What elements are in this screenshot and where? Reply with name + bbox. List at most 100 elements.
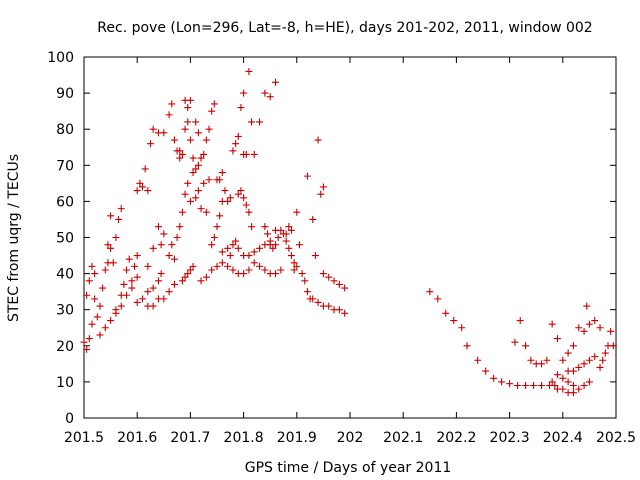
data-point [298, 270, 306, 278]
x-tick-label: 201.7 [170, 430, 210, 446]
data-point [176, 223, 184, 231]
data-point [295, 241, 303, 249]
data-point [527, 356, 535, 364]
data-point [229, 241, 237, 249]
data-point [181, 273, 189, 281]
data-point [538, 382, 546, 390]
data-point [154, 277, 162, 285]
data-point [165, 252, 173, 260]
y-tick-label: 70 [56, 158, 74, 174]
data-point [93, 313, 101, 321]
data-point [261, 223, 269, 231]
data-point [99, 284, 107, 292]
data-point [173, 234, 181, 241]
data-point [248, 223, 256, 231]
data-point [564, 349, 572, 357]
data-point [194, 129, 202, 137]
data-point [184, 118, 192, 126]
data-point [599, 356, 607, 364]
data-point [115, 215, 123, 223]
data-point [186, 96, 194, 104]
data-point [165, 288, 173, 296]
data-point [245, 208, 253, 216]
data-point [303, 172, 311, 180]
data-point [144, 288, 152, 296]
data-point [277, 226, 285, 234]
data-point [120, 280, 128, 288]
data-point [117, 205, 125, 213]
data-points [80, 67, 617, 397]
data-point [250, 259, 258, 267]
data-point [282, 237, 290, 245]
data-point [506, 380, 514, 388]
data-point [575, 363, 583, 371]
data-point [601, 349, 609, 357]
data-point [229, 147, 237, 155]
data-point [178, 208, 186, 216]
data-point [216, 212, 224, 220]
data-point [559, 374, 567, 382]
data-point [202, 273, 210, 281]
data-point [194, 161, 202, 169]
x-tick-label: 202.1 [383, 430, 423, 446]
data-point [192, 194, 200, 202]
data-point [197, 277, 205, 285]
data-point [184, 104, 192, 112]
data-point [109, 259, 117, 267]
data-point [123, 291, 131, 299]
data-point [83, 291, 91, 299]
y-tick-label: 60 [56, 194, 74, 210]
data-point [218, 169, 226, 177]
data-point [543, 356, 551, 364]
y-tick-label: 90 [56, 86, 74, 102]
data-point [170, 280, 178, 288]
data-point [335, 280, 343, 288]
data-point [293, 208, 301, 216]
data-point [585, 320, 593, 328]
data-point [144, 262, 152, 270]
data-point [256, 262, 264, 270]
data-point [186, 136, 194, 144]
data-point [287, 252, 295, 260]
data-point [88, 262, 96, 270]
data-point [192, 118, 200, 126]
data-point [530, 382, 538, 390]
data-point [335, 306, 343, 314]
data-point [564, 378, 572, 386]
data-point [192, 165, 200, 173]
data-point [287, 226, 295, 234]
data-point [256, 118, 264, 126]
data-point [538, 360, 546, 368]
data-point [293, 262, 301, 270]
data-point [250, 150, 258, 158]
y-tick-label: 10 [56, 375, 74, 391]
data-point [168, 241, 176, 249]
data-point [178, 150, 186, 158]
data-point [245, 266, 253, 274]
data-point [88, 320, 96, 328]
data-point [91, 295, 99, 303]
data-point [569, 389, 577, 397]
data-point [458, 324, 466, 332]
data-point [200, 179, 208, 187]
data-point [224, 197, 232, 205]
data-point [85, 335, 93, 343]
data-point [548, 378, 556, 386]
y-tick-label: 0 [65, 411, 74, 427]
y-tick-label: 40 [56, 267, 74, 283]
data-point [240, 270, 248, 278]
data-point [591, 353, 599, 361]
data-point [133, 187, 141, 195]
data-point [229, 266, 237, 274]
data-point [213, 262, 221, 270]
x-tick-label: 202.3 [490, 430, 530, 446]
data-point [585, 356, 593, 364]
data-point [330, 277, 338, 285]
data-point [160, 230, 168, 238]
data-point [210, 100, 218, 108]
data-point [341, 284, 349, 292]
data-point [575, 385, 583, 393]
data-point [256, 244, 264, 252]
data-point [482, 367, 490, 375]
